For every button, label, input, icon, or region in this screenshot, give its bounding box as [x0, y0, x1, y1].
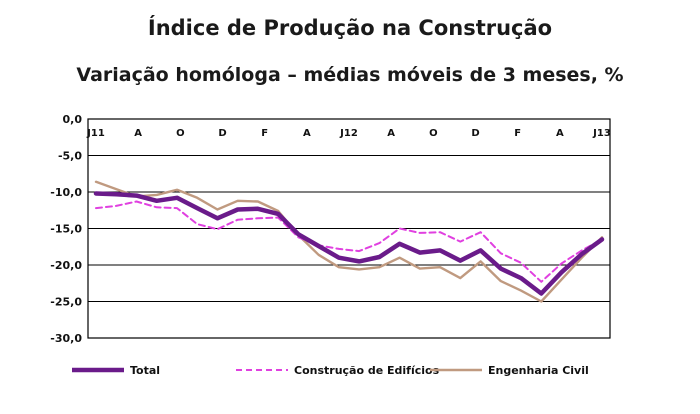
series-line-0: [93, 191, 605, 296]
y-tick-label: -15,0: [50, 223, 82, 236]
x-tick-label: D: [471, 128, 479, 139]
legend-label: Total: [130, 364, 160, 377]
chart-subtitle: Variação homóloga – médias móveis de 3 m…: [76, 64, 624, 86]
x-tick-label: A: [556, 128, 564, 139]
x-tick-label: J13: [592, 128, 611, 139]
x-tick-label: A: [387, 128, 395, 139]
y-tick-label: -25,0: [50, 296, 82, 309]
y-tick-label: -30,0: [50, 332, 82, 345]
series-line-2: [94, 180, 604, 303]
y-tick-label: 0,0: [63, 113, 83, 126]
y-tick-label: -5,0: [58, 150, 82, 163]
x-tick-label: J11: [86, 128, 105, 139]
x-tick-label: F: [514, 128, 521, 139]
x-tick-label: A: [303, 128, 311, 139]
series-line-1: [95, 200, 603, 283]
y-tick-label: -20,0: [50, 259, 82, 272]
legend-label: Construção de Edifícios: [294, 364, 440, 377]
chart-title: Índice de Produção na Construção: [147, 16, 553, 40]
x-tick-label: O: [176, 128, 185, 139]
x-tick-label: A: [134, 128, 142, 139]
x-tick-label: O: [429, 128, 438, 139]
x-tick-label: F: [261, 128, 268, 139]
y-tick-label: -10,0: [50, 186, 82, 199]
x-tick-label: D: [218, 128, 226, 139]
x-tick-label: J12: [339, 128, 358, 139]
legend-label: Engenharia Civil: [488, 364, 589, 377]
